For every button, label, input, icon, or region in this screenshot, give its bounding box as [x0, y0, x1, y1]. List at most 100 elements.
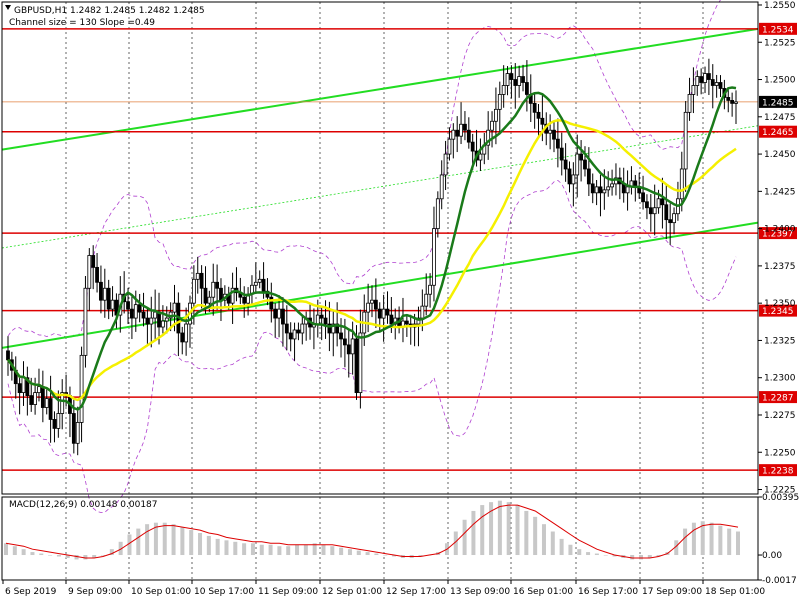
candle-body	[703, 73, 707, 83]
macd-histogram-bar	[30, 552, 35, 556]
y-tick-label: 1.2400	[764, 225, 796, 235]
candle-body	[416, 317, 421, 325]
candle-body	[172, 302, 177, 313]
candle-body	[710, 79, 715, 86]
macd-histogram-bar	[462, 519, 467, 556]
candle-body	[350, 338, 355, 355]
macd-histogram-bar	[74, 555, 79, 560]
macd-histogram-bar	[92, 555, 97, 558]
candle-body	[435, 198, 440, 230]
macd-histogram-bar	[577, 549, 582, 556]
macd-histogram-bar	[674, 540, 679, 556]
candle-body	[277, 308, 281, 319]
macd-histogram-bar	[118, 541, 123, 556]
macd-histogram-bar	[101, 555, 106, 556]
macd-histogram-bar	[497, 500, 502, 556]
price-pane-frame	[1, 1, 759, 495]
dropdown-arrow-icon	[5, 5, 11, 10]
candle-body	[219, 287, 223, 301]
macd-histogram-bar	[65, 555, 70, 558]
candle-body	[521, 76, 525, 83]
candle-body	[517, 76, 522, 86]
candle-body	[598, 186, 603, 194]
candle-body	[288, 332, 293, 340]
candle-body	[6, 350, 10, 361]
candle-body	[203, 287, 208, 304]
macd-histogram-bar	[392, 555, 397, 557]
macd-histogram-bar	[638, 555, 643, 560]
macd-histogram-bar	[541, 524, 546, 556]
candle-body	[505, 73, 510, 86]
candle-body	[29, 395, 34, 405]
candle-body	[424, 293, 429, 307]
candle-body	[656, 198, 661, 209]
candle-body	[494, 108, 498, 122]
candle-body	[509, 73, 514, 80]
channel-lower-line	[1, 221, 759, 349]
candle-body	[253, 281, 258, 286]
channel-upper-line	[1, 27, 759, 151]
x-tick-label: 11 Sep 09:00	[258, 587, 318, 597]
candle-body	[420, 305, 425, 319]
candle-body	[428, 284, 432, 295]
candle-body	[40, 386, 45, 408]
y-tick-label: 1.2550	[764, 1, 796, 11]
candle-body	[137, 304, 142, 313]
candle-body	[292, 329, 297, 340]
macd-histogram-bar	[515, 505, 520, 556]
candle-body	[273, 308, 278, 319]
candle-body	[335, 323, 340, 334]
candle-body	[149, 317, 154, 325]
macd-histogram-bar	[145, 524, 150, 556]
macd-histogram-bar	[453, 531, 458, 556]
candle-body	[695, 76, 700, 86]
candle-body	[540, 117, 545, 125]
macd-histogram-bar	[206, 535, 211, 556]
candle-body	[230, 287, 235, 304]
candle-body	[106, 287, 111, 310]
level-label: 1.2238	[762, 467, 794, 477]
macd-histogram-bar	[736, 531, 740, 556]
candle-body	[99, 281, 103, 301]
candle-body	[71, 413, 76, 444]
candle-body	[668, 219, 673, 224]
candle-body	[660, 198, 665, 206]
candle-body	[257, 278, 262, 283]
macd-histogram-bar	[568, 544, 573, 556]
candle-body	[389, 314, 394, 325]
y-tick-label: 1.2425	[764, 187, 796, 197]
candle-body	[726, 97, 731, 101]
macd-histogram-bar	[189, 530, 194, 556]
candle-body	[385, 308, 390, 316]
macd-histogram-bar	[603, 555, 608, 556]
macd-histogram-bar	[171, 524, 176, 556]
macd-histogram-bar	[374, 553, 379, 556]
candle-body	[606, 186, 611, 191]
x-tick-label: 9 Sep 09:00	[68, 587, 123, 597]
candle-body	[404, 320, 409, 325]
candle-body	[52, 419, 57, 429]
candle-body	[555, 138, 560, 149]
candle-body	[126, 301, 130, 310]
x-tick-label: 12 Sep 17:00	[386, 587, 446, 597]
level-tag	[759, 304, 797, 317]
candle-body	[284, 323, 289, 334]
x-tick-label: 16 Sep 01:00	[513, 587, 573, 597]
y-tick-label: 1.2500	[764, 76, 796, 86]
candle-body	[575, 153, 580, 176]
y-tick-label: 1.2325	[764, 336, 796, 346]
x-tick-label: 17 Sep 09:00	[642, 587, 702, 597]
candle-body	[342, 338, 347, 346]
candle-body	[60, 392, 65, 414]
candle-body	[466, 129, 471, 143]
candle-body	[17, 383, 22, 394]
candle-body	[373, 299, 378, 310]
candle-body	[261, 278, 266, 292]
candle-body	[281, 308, 285, 325]
candle-body	[567, 168, 572, 185]
x-tick-label: 18 Sep 01:00	[705, 587, 765, 597]
candle-body	[548, 129, 553, 134]
current-price-label: 1.2485	[762, 98, 794, 108]
